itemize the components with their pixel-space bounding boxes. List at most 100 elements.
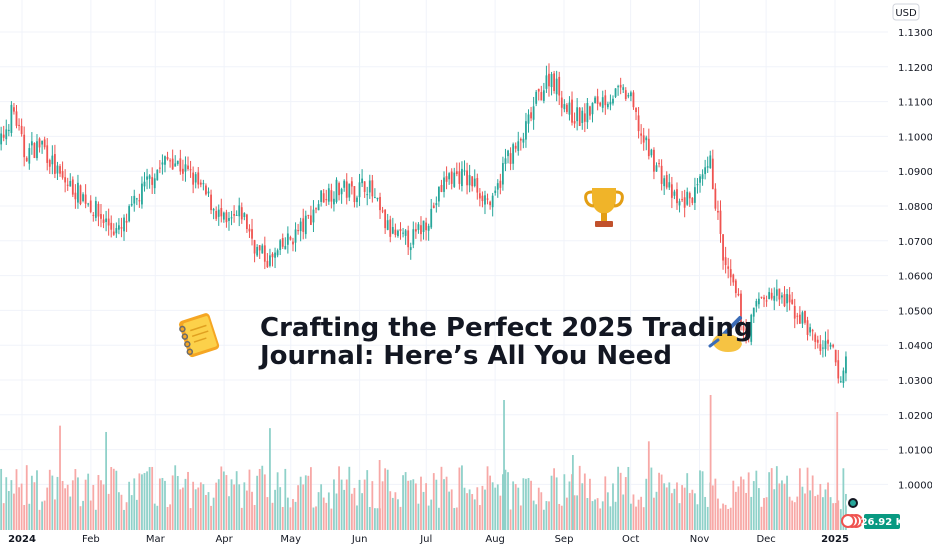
- candle-body: [566, 104, 568, 112]
- candle-body: [253, 240, 256, 254]
- headline-line-1: Crafting the Perfect 2025 Trading: [260, 313, 753, 343]
- candle-body: [286, 233, 289, 245]
- candle-body: [719, 210, 722, 234]
- time-axis[interactable]: 2024 Feb Mar Apr May Jun Jul Aug Sep Oct Nov Dec 202…: [8, 534, 849, 545]
- price-axis[interactable]: USD 1.130001.120001.110001.100001.090001…: [890, 0, 932, 550]
- writing-hand-icon: [708, 316, 742, 352]
- notebook-icon: [179, 313, 220, 358]
- candle-body: [622, 87, 625, 90]
- volume-bar: [450, 489, 453, 530]
- volume-bar: [274, 489, 276, 530]
- candle-body: [84, 194, 87, 204]
- candle-body: [427, 225, 430, 231]
- candle-body: [361, 178, 364, 184]
- volume-bar: [722, 503, 724, 530]
- candle-body: [407, 230, 410, 248]
- volume-bar: [164, 480, 166, 530]
- candle-body: [668, 182, 671, 188]
- volume-bar: [284, 468, 287, 530]
- candle-body: [148, 175, 151, 179]
- candle-body: [760, 296, 763, 298]
- gridlines: [0, 0, 888, 530]
- volume-bar: [635, 506, 637, 530]
- volume-bar: [409, 480, 412, 530]
- candle-body: [443, 177, 445, 192]
- candle-body: [461, 168, 463, 187]
- volume-bar: [240, 507, 243, 530]
- volume-bar: [775, 466, 778, 530]
- volume-bar: [368, 506, 371, 530]
- volume-bar: [742, 479, 745, 530]
- candle-body: [189, 169, 192, 171]
- time-tick-label: Mar: [146, 534, 166, 545]
- candle-body: [205, 185, 207, 195]
- volume-bar: [171, 475, 174, 530]
- volume-bar: [381, 481, 384, 530]
- candle-body: [404, 230, 407, 236]
- candle-body: [714, 188, 717, 209]
- volume-bar: [225, 475, 228, 530]
- candle-body: [210, 194, 212, 211]
- candle-body: [647, 138, 650, 157]
- time-tick-label: Feb: [82, 534, 100, 545]
- volume-bar: [310, 467, 312, 530]
- volume-bar: [822, 497, 824, 530]
- volume-bar: [834, 503, 837, 530]
- candle-body: [627, 95, 630, 97]
- volume-bar: [443, 479, 445, 530]
- volume-bar: [248, 469, 251, 530]
- volume-bar: [522, 478, 525, 530]
- volume-bar: [586, 497, 589, 530]
- volume-bar: [199, 482, 202, 530]
- candle-body: [120, 227, 123, 229]
- candle-body: [678, 201, 681, 206]
- candle-body: [356, 197, 358, 203]
- volume-bar: [461, 465, 463, 530]
- candle-body: [7, 129, 10, 131]
- candle-body: [141, 183, 143, 205]
- volume-indicator[interactable]: 26.92 K: [841, 496, 905, 529]
- volume-bar: [617, 466, 620, 530]
- volume-bar: [816, 494, 819, 530]
- volume-bar: [504, 469, 507, 530]
- volume-bar: [340, 479, 343, 530]
- candle-body: [553, 73, 556, 91]
- volume-value: 26.92 K: [861, 517, 905, 528]
- volume-bar: [161, 477, 164, 530]
- currency-button[interactable]: [892, 3, 920, 21]
- volume-bar: [530, 480, 532, 530]
- candle-body: [540, 92, 543, 101]
- volume-bar: [414, 483, 417, 530]
- candle-body: [422, 220, 425, 232]
- time-tick-label: 2024: [8, 534, 36, 545]
- candle-body: [386, 220, 389, 230]
- volume-bar: [307, 475, 310, 530]
- volume-bar: [420, 476, 422, 530]
- candle-body: [727, 266, 730, 269]
- volume-bar: [118, 492, 120, 530]
- candle-body: [773, 295, 776, 301]
- volume-bar: [327, 492, 330, 530]
- volume-bar: [292, 498, 294, 530]
- candle-body: [842, 370, 845, 383]
- volume-bar: [404, 472, 407, 530]
- candle-body: [243, 213, 246, 218]
- candle-body: [448, 173, 451, 180]
- candle-body: [589, 106, 591, 116]
- candle-body: [819, 344, 822, 351]
- candle-body: [734, 280, 737, 294]
- candle-body: [804, 310, 806, 323]
- candle-body: [59, 166, 61, 174]
- volume-bar: [545, 501, 548, 530]
- volume-bar: [704, 496, 707, 530]
- volume-value-badge: [864, 514, 900, 529]
- candle-body: [348, 183, 351, 198]
- candle-body: [740, 293, 742, 324]
- candle-body: [796, 315, 799, 317]
- volume-bar: [606, 492, 609, 530]
- volume-bar: [230, 479, 233, 530]
- volume-bar: [256, 475, 259, 530]
- volume-bar: [361, 493, 364, 530]
- price-tick-label: 1.05000: [898, 306, 932, 317]
